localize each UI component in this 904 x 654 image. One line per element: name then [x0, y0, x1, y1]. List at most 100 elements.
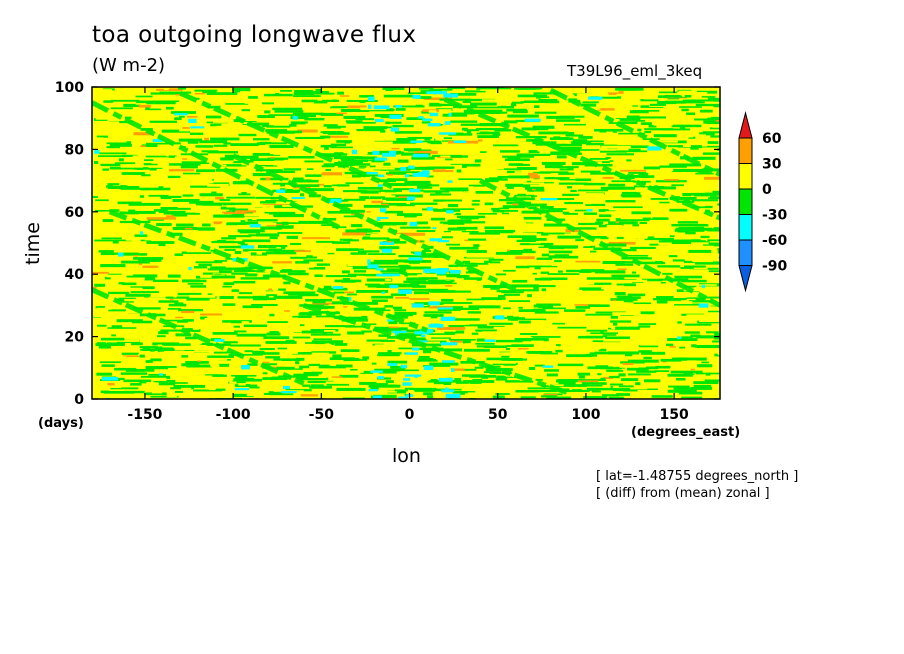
flux-streak: [672, 168, 704, 172]
flux-streak: [584, 163, 613, 167]
flux-streak: [518, 306, 523, 309]
flux-streak: [341, 108, 370, 112]
flux-streak: [407, 270, 430, 274]
flux-streak: [187, 141, 199, 144]
flux-streak: [283, 281, 291, 285]
flux-high-speck: [391, 147, 400, 150]
flux-streak: [645, 239, 670, 242]
flux-streak: [206, 159, 234, 163]
flux-streak: [313, 100, 328, 104]
flux-streak: [267, 321, 288, 324]
flux-streak: [580, 103, 597, 107]
flux-streak: [467, 311, 482, 314]
flux-streak: [121, 206, 129, 209]
flux-streak: [162, 158, 175, 162]
flux-streak: [655, 154, 661, 158]
flux-streak: [374, 344, 392, 347]
flux-streak: [440, 187, 469, 190]
flux-streak: [708, 270, 720, 273]
flux-streak: [467, 238, 487, 241]
propagating-band: [92, 100, 341, 230]
flux-streak: [120, 372, 148, 375]
flux-streak: [667, 338, 698, 342]
flux-streak: [497, 222, 517, 225]
flux-low-patch: [677, 336, 682, 340]
flux-streak: [596, 108, 615, 111]
flux-streak: [540, 205, 554, 209]
flux-streak: [406, 378, 431, 381]
flux-streak: [121, 260, 150, 264]
flux-streak: [681, 327, 700, 330]
flux-streak: [635, 382, 641, 386]
flux-streak: [382, 202, 407, 206]
flux-low-patch: [427, 206, 433, 211]
flux-streak: [227, 256, 235, 260]
flux-streak: [96, 135, 108, 138]
flux-streak: [332, 354, 342, 358]
flux-streak: [107, 234, 137, 237]
flux-high-speck: [221, 211, 233, 214]
flux-streak: [233, 124, 263, 128]
flux-streak: [713, 227, 719, 230]
flux-streak: [423, 97, 453, 100]
flux-streak: [268, 226, 294, 229]
flux-streak: [356, 129, 385, 132]
flux-streak: [211, 173, 220, 176]
flux-streak: [256, 251, 263, 255]
flux-streak: [621, 378, 639, 382]
flux-streak: [229, 381, 237, 384]
flux-streak: [308, 306, 335, 310]
flux-low-patch: [370, 370, 383, 373]
flux-streak: [404, 387, 415, 390]
flux-streak: [124, 390, 145, 394]
flux-streak: [298, 220, 328, 224]
flux-streak: [515, 256, 535, 260]
flux-streak: [283, 168, 302, 171]
flux-streak: [436, 327, 466, 330]
flux-streak: [378, 334, 390, 337]
flux-streak: [590, 245, 596, 248]
flux-streak: [621, 333, 633, 337]
flux-streak: [158, 273, 178, 276]
flux-streak: [429, 245, 434, 249]
flux-streak: [325, 381, 343, 384]
flux-streak: [541, 395, 557, 398]
flux-streak: [354, 211, 371, 214]
flux-streak: [576, 93, 591, 97]
flux-low-patch: [387, 319, 394, 322]
flux-streak: [273, 249, 306, 252]
flux-streak: [503, 269, 516, 272]
flux-streak: [103, 391, 135, 394]
flux-low-patch: [437, 307, 454, 310]
flux-streak: [169, 163, 201, 166]
flux-streak: [358, 151, 368, 155]
flux-streak: [625, 145, 649, 149]
flux-streak: [463, 326, 478, 329]
flux-low-patch: [411, 303, 424, 308]
flux-streak: [544, 100, 560, 104]
flux-streak: [282, 204, 292, 207]
flux-streak: [188, 341, 202, 345]
flux-streak: [555, 143, 582, 147]
flux-streak: [133, 257, 164, 260]
flux-streak: [609, 375, 620, 379]
flux-streak: [118, 241, 151, 244]
flux-streak: [102, 168, 110, 171]
flux-streak: [238, 292, 253, 295]
flux-streak: [94, 283, 105, 287]
flux-streak: [599, 214, 612, 218]
flux-streak: [473, 111, 501, 114]
flux-streak: [627, 342, 650, 345]
flux-streak: [637, 261, 666, 265]
flux-streak: [635, 178, 653, 181]
flux-streak: [230, 369, 246, 374]
flux-streak: [466, 250, 487, 254]
flux-streak: [638, 325, 651, 328]
flux-streak: [98, 250, 114, 253]
flux-low-patch: [448, 112, 452, 117]
flux-streak: [496, 290, 514, 293]
flux-streak: [540, 97, 569, 100]
flux-streak: [421, 121, 431, 124]
flux-streak: [537, 156, 544, 159]
flux-streak: [546, 373, 558, 377]
